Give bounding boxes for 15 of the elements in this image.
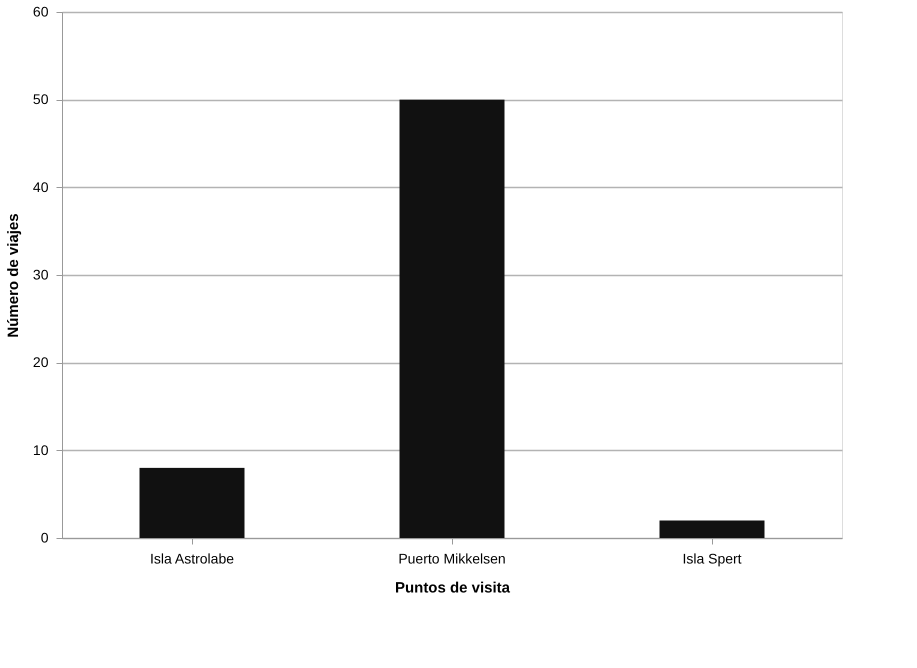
y-tick-label: 40 bbox=[32, 178, 49, 195]
y-tick-label: 20 bbox=[32, 354, 49, 370]
y-tick-label: 50 bbox=[32, 91, 49, 108]
y-tick-label: 0 bbox=[40, 530, 49, 546]
x-tick-label: Puerto Mikkelsen bbox=[398, 550, 506, 566]
x-tick-label: Isla Spert bbox=[682, 550, 742, 566]
bar bbox=[660, 520, 764, 538]
bar bbox=[140, 468, 244, 538]
y-tick-label: 10 bbox=[32, 442, 49, 458]
y-tick-label: 60 bbox=[32, 4, 49, 20]
y-tick-label: 30 bbox=[32, 266, 49, 282]
y-axis-title: Número de viajes bbox=[4, 213, 22, 338]
bar bbox=[400, 100, 504, 538]
x-tick-label: Isla Astrolabe bbox=[150, 550, 234, 566]
x-axis-title: Puntos de visita bbox=[394, 580, 511, 596]
